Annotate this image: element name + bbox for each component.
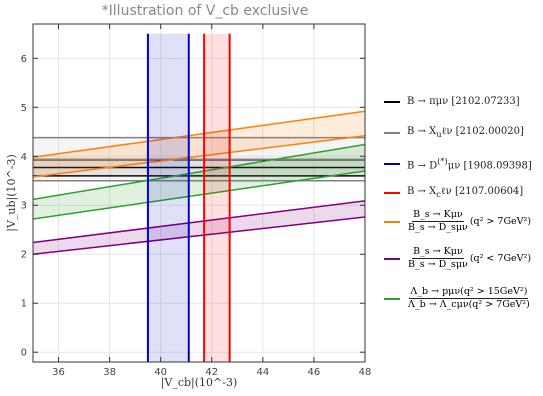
legend-fraction: B_s → Kμν B_s → D_sμν xyxy=(407,246,469,271)
sloped-band-lower-1 xyxy=(33,216,365,255)
y-tick-label: 1 xyxy=(21,299,27,310)
fraction-denominator: B_s → D_sμν xyxy=(408,222,468,233)
fraction-denominator: B_s → D_sμν xyxy=(408,259,468,270)
legend-swatch xyxy=(384,100,400,103)
sloped-band-upper-1 xyxy=(33,200,365,244)
legend-label-post: μν xyxy=(447,160,464,172)
plot-frame xyxy=(32,23,366,363)
legend-item-b-xu-l-nu: B → Xuℓν [2102.00020] xyxy=(384,126,524,139)
legend-swatch xyxy=(384,162,400,165)
legend-label-post: ℓν xyxy=(440,186,455,197)
sloped-band-upper-0 xyxy=(33,110,365,158)
x-tick-label: 46 xyxy=(308,367,321,378)
x-tick-label: 40 xyxy=(154,367,167,378)
vband-fill-0 xyxy=(147,33,189,362)
sloped-band-lower-2 xyxy=(33,170,365,220)
fraction-condition: (q² < 7GeV²) xyxy=(469,253,532,264)
legend-swatch xyxy=(384,257,400,260)
legend-item-lambda-b-ratio: Λ_b → pμν(q² > 15GeV²) Λ_b → Λ_cμν(q² > … xyxy=(384,286,532,311)
x-tick-label: 38 xyxy=(103,367,116,378)
legend-item-bs-ratio-high-q2: B_s → Kμν B_s → D_sμν (q² > 7GeV²) xyxy=(384,209,531,234)
y-tick-label: 3 xyxy=(21,201,27,212)
fraction-numerator: B_s → Kμν xyxy=(412,209,464,222)
vband-fill-1 xyxy=(204,33,230,362)
legend-item-bs-ratio-low-q2: B_s → Kμν B_s → D_sμν (q² < 7GeV²) xyxy=(384,246,531,271)
legend-subscript: c xyxy=(436,189,441,199)
legend-ref: [2107.00604] xyxy=(454,186,524,197)
y-tick-label: 0 xyxy=(21,348,27,359)
x-tick-label: 36 xyxy=(52,367,65,378)
x-tick-label: 42 xyxy=(205,367,218,378)
legend-swatch xyxy=(384,220,400,223)
legend-ref: [2102.00020] xyxy=(455,126,524,137)
legend-swatch xyxy=(384,297,400,300)
fraction-denominator: Λ_b → Λ_cμν(q² > 7GeV²) xyxy=(408,299,530,310)
legend-ref: [2102.07233] xyxy=(451,96,520,107)
legend-swatch xyxy=(384,131,400,134)
x-tick-label: 44 xyxy=(256,367,269,378)
y-tick-label: 6 xyxy=(21,54,27,65)
legend-fraction: Λ_b → pμν(q² > 15GeV²) Λ_b → Λ_cμν(q² > … xyxy=(407,286,531,311)
fraction-numerator: Λ_b → pμν(q² > 15GeV²) xyxy=(409,286,529,299)
fraction-condition: (q² > 7GeV²) xyxy=(469,216,532,227)
legend-subscript: u xyxy=(436,129,442,139)
legend-label: B → D xyxy=(407,160,438,172)
legend-swatch xyxy=(384,191,400,194)
y-tick-label: 2 xyxy=(21,250,27,261)
fraction-numerator: B_s → Kμν xyxy=(412,246,464,259)
plot-background xyxy=(33,24,365,362)
legend-label: B → πμν xyxy=(407,96,452,107)
y-axis-label: |V_ub|(10^-3) xyxy=(5,154,19,232)
sloped-band-fill-2 xyxy=(33,144,365,219)
x-axis-label: |V_cb|(10^-3) xyxy=(161,376,238,390)
x-tick-label: 48 xyxy=(359,367,372,378)
sloped-band-fill-0 xyxy=(33,111,365,177)
legend-label-post: ℓν xyxy=(441,126,456,137)
sloped-band-fill-1 xyxy=(33,200,365,255)
legend-fraction: B_s → Kμν B_s → D_sμν xyxy=(407,209,469,234)
legend-item-b-xc-l-nu: B → Xcℓν [2107.00604] xyxy=(384,186,523,199)
legend-label: B → X xyxy=(407,126,437,137)
legend-ref: [1908.09398] xyxy=(463,160,532,172)
tick-marks xyxy=(33,24,366,362)
sloped-band-lower-0 xyxy=(33,134,365,178)
legend-item-b-dstar-mu-nu: B → D(*)μν [1908.09398] xyxy=(384,156,532,171)
legend-label: B → X xyxy=(407,186,437,197)
plot-area xyxy=(33,33,365,362)
legend-superscript: (*) xyxy=(437,156,448,166)
y-tick-label: 5 xyxy=(21,103,27,114)
y-tick-label: 4 xyxy=(21,152,27,163)
legend-item-b-pi-mu-nu: B → πμν [2102.07233] xyxy=(384,96,520,107)
sloped-band-upper-2 xyxy=(33,143,365,201)
chart-title: *Illustration of V_cb exclusive xyxy=(101,3,309,19)
